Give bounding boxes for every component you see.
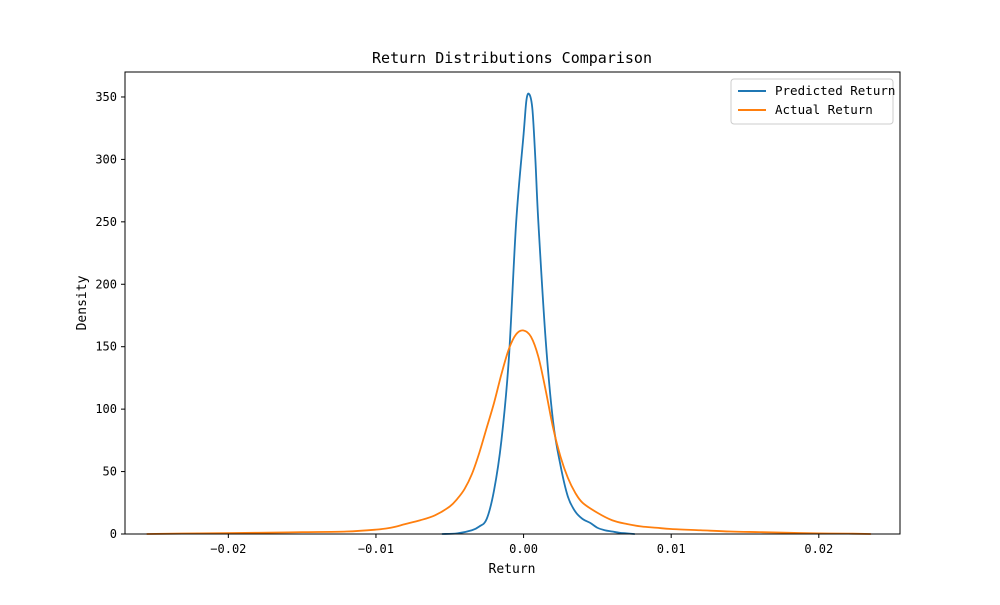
x-tick-label: −0.02: [210, 542, 246, 556]
x-axis-label: Return: [489, 562, 536, 577]
y-tick-label: 150: [95, 340, 117, 354]
y-tick-label: 250: [95, 215, 117, 229]
series-line-predicted-return: [441, 92, 636, 535]
y-tick-label: 0: [110, 527, 117, 541]
x-tick-label: 0.00: [509, 542, 538, 556]
x-tick-label: 0.02: [804, 542, 833, 556]
legend-label: Predicted Return: [775, 83, 895, 98]
y-tick-label: 300: [95, 152, 117, 166]
x-axis: −0.02 −0.01 0.00 0.01 0.02: [210, 534, 833, 556]
y-axis: 0 50 100 150 200 250 300 350: [95, 90, 125, 541]
y-axis-label: Density: [75, 275, 90, 330]
chart-title: Return Distributions Comparison: [372, 49, 652, 67]
x-tick-label: 0.01: [657, 542, 686, 556]
plot-area: [146, 92, 872, 535]
y-tick-label: 100: [95, 402, 117, 416]
legend-box: [730, 78, 894, 125]
y-tick-label: 350: [95, 90, 117, 104]
series-line-actual-return: [146, 329, 872, 535]
legend-label: Actual Return: [775, 102, 873, 117]
y-tick-label: 200: [95, 277, 117, 291]
legend: Predicted Return Actual Return: [730, 78, 895, 125]
x-tick-label: −0.01: [358, 542, 394, 556]
y-tick-label: 50: [103, 465, 117, 479]
axes-frame: [124, 71, 901, 535]
